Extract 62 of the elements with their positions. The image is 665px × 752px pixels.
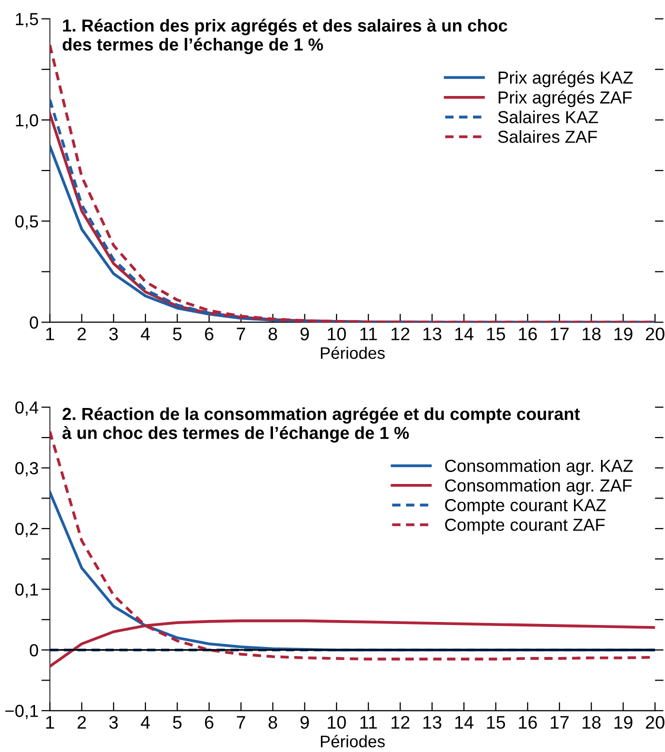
x-tick-label: 18	[582, 328, 601, 340]
x-tick-label: 9	[300, 328, 309, 340]
x-axis-title: Périodes	[320, 734, 385, 748]
x-tick-label: 5	[172, 716, 182, 729]
legend-label: Consommation agr. ZAF	[445, 478, 632, 496]
y-tick-label: 1,0	[16, 114, 38, 128]
x-tick-label: 13	[423, 716, 442, 729]
y-tick-label: 1,5	[16, 13, 38, 28]
y-tick-label: 0,5	[15, 215, 38, 230]
x-tick-label: 11	[360, 716, 377, 729]
x-tick-label: 6	[205, 328, 214, 340]
x-tick-label: 15	[487, 716, 506, 729]
x-tick-label: 14	[455, 716, 474, 729]
text: 1. Réaction des prix agrégés et des salaires à un choc des termes de l’échange de 1 %	[62, 18, 508, 54]
x-tick-label: 8	[268, 716, 278, 729]
y-tick-label: 0,4	[15, 401, 38, 416]
x-tick-label: 16	[518, 328, 537, 340]
x-tick-label: 7	[236, 716, 246, 729]
x-tick-label: 1	[46, 716, 54, 729]
y-tick-label: −0,1	[5, 704, 38, 720]
legend-label: Prix agrégés ZAF	[498, 90, 632, 108]
x-tick-label: 17	[550, 716, 569, 729]
x-tick-label: 20	[646, 328, 664, 340]
x-tick-label: 16	[518, 716, 537, 729]
x-tick-label: 3	[109, 328, 118, 340]
y-tick-label: 0,2	[15, 522, 38, 538]
legend-label: Prix agrégés KAZ	[498, 70, 633, 88]
x-axis-title: Périodes	[320, 346, 385, 359]
legend-label: Compte courant KAZ	[445, 499, 606, 515]
legend-label: Consommation agr. KAZ	[445, 459, 633, 476]
x-tick-label: 12	[392, 328, 410, 340]
text: 2. Réaction de la consommation agrégée et du compte courant à un choc des termes de l’échange de 1 %	[62, 407, 580, 443]
x-tick-label: 9	[300, 716, 309, 729]
x-tick-label: 19	[614, 716, 632, 729]
y-tick-label: 0	[30, 316, 38, 329]
x-tick-label: 10	[328, 328, 346, 340]
x-tick-label: 11	[360, 328, 377, 340]
y-tick-label: 0,3	[15, 462, 38, 476]
legend-label: Compte courant ZAF	[445, 518, 605, 534]
x-tick-label: 2	[78, 328, 86, 340]
x-tick-label: 19	[614, 328, 632, 340]
y-tick-label: 0,1	[15, 583, 38, 598]
x-tick-label: 14	[455, 328, 474, 340]
x-tick-label: 10	[328, 716, 346, 729]
legend-label: Salaires KAZ	[498, 110, 598, 124]
x-tick-label: 4	[140, 716, 150, 729]
y-tick-label: 0	[30, 644, 38, 656]
x-tick-label: 5	[172, 328, 182, 340]
legend-label: Salaires ZAF	[498, 130, 597, 143]
x-tick-label: 3	[109, 716, 118, 729]
x-tick-label: 4	[140, 328, 150, 340]
x-tick-label: 13	[423, 328, 442, 340]
x-tick-label: 2	[78, 716, 86, 729]
x-tick-label: 8	[268, 328, 278, 340]
x-tick-label: 6	[205, 716, 214, 729]
x-tick-label: 17	[550, 328, 569, 340]
x-tick-label: 18	[582, 716, 601, 729]
x-tick-label: 1	[46, 328, 54, 340]
x-tick-label: 7	[236, 328, 246, 340]
x-tick-label: 20	[646, 716, 664, 729]
x-tick-label: 12	[392, 716, 410, 729]
x-tick-label: 15	[487, 328, 506, 340]
